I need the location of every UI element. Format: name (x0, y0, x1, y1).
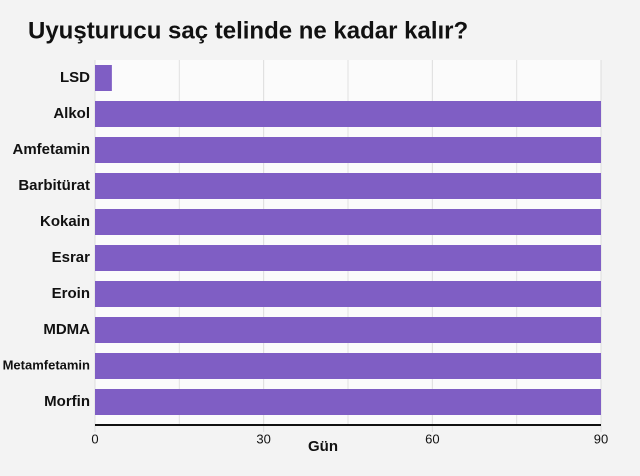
x-axis-label: Gün (308, 438, 338, 455)
y-tick-label: Alkol (53, 105, 90, 122)
y-tick-label: Metamfetamin (3, 357, 90, 372)
x-tick-label: 0 (91, 431, 98, 446)
bar (95, 137, 601, 163)
bar (95, 389, 601, 415)
x-tick-label: 30 (256, 431, 270, 446)
x-tick-label: 60 (425, 431, 439, 446)
bar (95, 317, 601, 343)
bar (95, 101, 601, 127)
bar (95, 65, 112, 91)
y-tick-label: Morfin (44, 393, 90, 410)
y-tick-label: Eroin (52, 285, 90, 302)
y-tick-label: Kokain (40, 213, 90, 230)
x-tick-label: 90 (594, 431, 608, 446)
y-tick-label: MDMA (43, 321, 90, 338)
bar (95, 245, 601, 271)
bar (95, 209, 601, 235)
y-tick-label: Amfetamin (12, 141, 90, 158)
bar (95, 281, 601, 307)
chart-title: Uyuşturucu saç telinde ne kadar kalır? (28, 17, 468, 44)
y-tick-label: Barbitürat (18, 177, 90, 194)
y-tick-label: Esrar (52, 249, 91, 266)
bar (95, 353, 601, 379)
y-tick-label: LSD (60, 69, 90, 86)
bar (95, 173, 601, 199)
